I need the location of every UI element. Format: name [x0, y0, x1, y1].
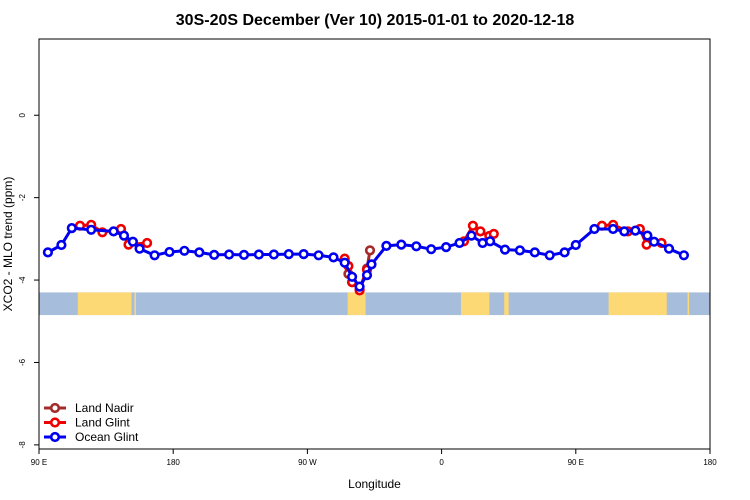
- land-ocean-band: [39, 292, 710, 316]
- legend-label-land-glint: Land Glint: [75, 416, 130, 430]
- data-point-ocean-glint: [361, 270, 373, 281]
- data-point-ocean-glint: [514, 245, 526, 256]
- data-point-ocean-glint: [328, 252, 339, 263]
- data-point-ocean-glint: [238, 249, 250, 260]
- legend-item-land-nadir: Land Nadir: [44, 401, 134, 415]
- x-tick-label: 90 E: [568, 458, 584, 467]
- data-point-ocean-glint: [441, 242, 452, 253]
- data-point-ocean-glint: [589, 223, 600, 235]
- data-point-ocean-glint: [339, 257, 350, 268]
- data-point-ocean-glint: [134, 243, 145, 254]
- land-region: [460, 292, 490, 316]
- data-point-ocean-glint: [381, 240, 392, 251]
- data-point-ocean-glint: [118, 230, 130, 241]
- data-point-ocean-glint: [224, 249, 235, 260]
- legend-marker-land-glint: [49, 417, 61, 428]
- data-point-ocean-glint: [529, 247, 540, 258]
- ocean-band: [39, 292, 710, 316]
- data-point-ocean-glint: [485, 236, 496, 247]
- data-point-ocean-glint: [283, 249, 294, 260]
- data-point-ocean-glint: [663, 243, 675, 254]
- data-point-ocean-glint: [648, 236, 660, 247]
- land-region: [687, 292, 690, 316]
- data-point-ocean-glint: [642, 230, 653, 241]
- data-point-ocean-glint: [570, 239, 581, 251]
- legend-label-land-nadir: Land Nadir: [75, 401, 134, 415]
- data-point-ocean-glint: [194, 247, 205, 258]
- legend-label-ocean-glint: Ocean Glint: [75, 430, 139, 444]
- data-point-ocean-glint: [499, 244, 511, 255]
- y-axis-label: XCO2 - MLO trend (ppm): [1, 177, 15, 312]
- legend-marker-ocean-glint: [49, 431, 61, 443]
- plot-frame: [38, 38, 711, 450]
- data-point-ocean-glint: [253, 249, 264, 260]
- data-point-ocean-glint: [66, 223, 77, 234]
- data-point-ocean-glint: [108, 226, 119, 237]
- land-region: [504, 292, 509, 316]
- data-point-ocean-glint: [619, 226, 630, 237]
- y-tick-label: -4: [18, 276, 27, 284]
- data-point-ocean-glint: [544, 250, 555, 261]
- data-point-ocean-glint: [396, 239, 407, 250]
- data-point-ocean-glint: [268, 249, 280, 260]
- series-land-glint: [74, 219, 667, 296]
- data-point-ocean-glint: [347, 271, 358, 282]
- series-ocean-glint: [42, 223, 690, 292]
- x-axis: 90 E 180 90 W 0 90 E 180: [31, 449, 717, 467]
- land-region: [77, 292, 132, 316]
- data-point-ocean-glint: [678, 250, 690, 261]
- data-point-land-glint: [142, 237, 153, 249]
- land-region: [608, 292, 667, 316]
- data-point-ocean-glint: [86, 224, 97, 235]
- land-region: [347, 292, 366, 316]
- land-region: [134, 292, 136, 316]
- data-point-ocean-glint: [426, 244, 437, 255]
- y-tick-label: -2: [18, 194, 27, 202]
- data-point-ocean-glint: [411, 241, 422, 252]
- x-tick-label: 180: [167, 458, 181, 467]
- y-tick-label: -8: [18, 441, 27, 449]
- legend-marker-land-nadir: [49, 402, 61, 414]
- x-tick-label: 90 W: [298, 458, 317, 467]
- x-tick-label: 0: [439, 458, 444, 467]
- x-tick-label: 180: [703, 458, 717, 467]
- data-point-ocean-glint: [56, 239, 67, 251]
- data-point-ocean-glint: [454, 237, 465, 249]
- data-point-ocean-glint: [366, 259, 377, 270]
- data-point-ocean-glint: [466, 230, 477, 241]
- data-point-ocean-glint: [209, 249, 220, 260]
- data-point-ocean-glint: [127, 236, 138, 247]
- data-point-ocean-glint: [179, 245, 190, 256]
- data-point-land-glint: [488, 228, 499, 239]
- data-point-land-glint: [475, 226, 486, 237]
- legend-item-ocean-glint: Ocean Glint: [44, 430, 139, 444]
- data-point-ocean-glint: [149, 250, 160, 261]
- data-point-ocean-glint: [559, 247, 570, 258]
- data-point-ocean-glint: [298, 249, 309, 260]
- legend-item-land-glint: Land Glint: [44, 416, 130, 430]
- data-point-ocean-glint: [313, 250, 324, 261]
- chart-title: 30S-20S December (Ver 10) 2015-01-01 to …: [176, 12, 575, 29]
- series-layer: [42, 219, 690, 296]
- data-point-ocean-glint: [42, 247, 54, 258]
- y-tick-label: 0: [18, 112, 27, 117]
- y-tick-label: -6: [18, 358, 27, 366]
- data-point-land-nadir: [364, 245, 376, 256]
- data-point-ocean-glint: [354, 281, 365, 292]
- data-point-ocean-glint: [607, 223, 619, 235]
- x-tick-label: 90 E: [31, 458, 47, 467]
- data-point-land-glint: [467, 220, 479, 231]
- y-axis: 0 -2 -4 -6 -8: [18, 112, 39, 448]
- data-point-ocean-glint: [164, 246, 175, 258]
- x-axis-label: Longitude: [348, 477, 401, 491]
- data-point-ocean-glint: [630, 225, 641, 236]
